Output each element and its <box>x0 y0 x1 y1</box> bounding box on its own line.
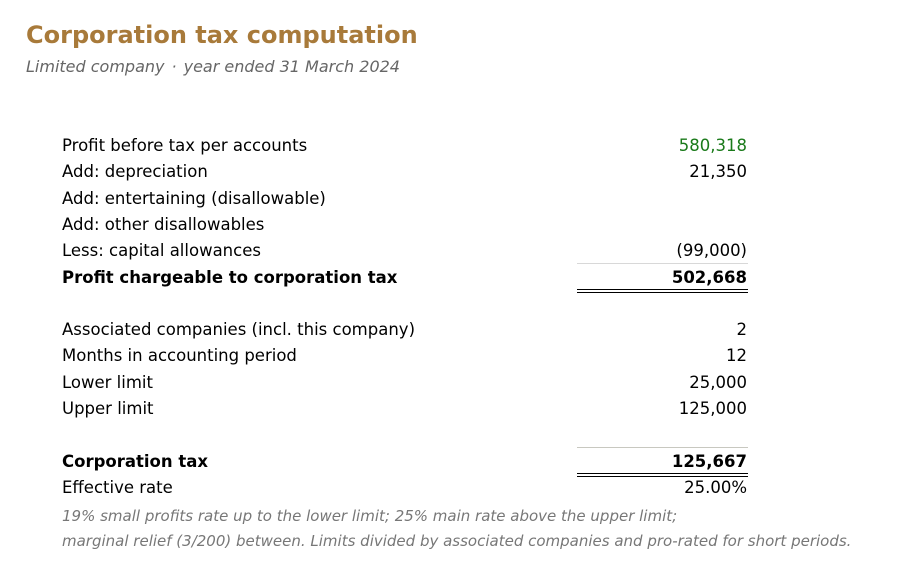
page-subtitle: Limited company · year ended 31 March 2024 <box>26 57 400 76</box>
entity-type: Limited company <box>26 57 165 76</box>
row-label: Add: depreciation <box>62 162 208 181</box>
subtitle-separator: · <box>171 57 177 76</box>
row-value: 125,667 <box>671 452 747 471</box>
page-title: Corporation tax computation <box>26 21 418 49</box>
row-value: (99,000) <box>676 241 747 260</box>
row-label: Corporation tax <box>62 452 209 471</box>
footnote-line-2: marginal relief (3/200) between. Limits … <box>62 532 852 550</box>
limits-row-associated-companies: Associated companies (incl. this company… <box>62 317 748 343</box>
row-label: Less: capital allowances <box>62 241 261 260</box>
row-value: 125,000 <box>678 399 747 418</box>
row-value: 502,668 <box>671 268 747 287</box>
limits-row-months: Months in accounting period 12 <box>62 343 748 369</box>
total-double-rule <box>577 289 748 293</box>
row-label: Months in accounting period <box>62 346 297 365</box>
computation-row-capital-allowances: Less: capital allowances (99,000) <box>62 238 748 264</box>
row-label: Add: entertaining (disallowable) <box>62 189 326 208</box>
row-label: Profit chargeable to corporation tax <box>62 268 398 287</box>
row-value: 21,350 <box>689 162 747 181</box>
computation-row-depreciation: Add: depreciation 21,350 <box>62 159 748 185</box>
footnote-line-1: 19% small profits rate up to the lower l… <box>62 507 678 525</box>
limits-row-upper-limit: Upper limit 125,000 <box>62 396 748 422</box>
row-value: 25.00% <box>684 478 747 497</box>
row-label: Lower limit <box>62 373 153 392</box>
row-label: Upper limit <box>62 399 154 418</box>
tax-rule <box>577 447 748 448</box>
subtotal-rule <box>577 263 748 264</box>
period-label: year ended 31 March 2024 <box>183 57 400 76</box>
row-label: Profit before tax per accounts <box>62 136 308 155</box>
row-value: 2 <box>736 320 748 339</box>
row-value: 12 <box>726 346 747 365</box>
row-label: Effective rate <box>62 478 173 497</box>
corporation-tax-row: Corporation tax 125,667 <box>62 449 748 475</box>
computation-total-row: Profit chargeable to corporation tax 502… <box>62 265 748 291</box>
computation-row-profit-before-tax: Profit before tax per accounts 580,318 <box>62 133 748 159</box>
row-label: Associated companies (incl. this company… <box>62 320 416 339</box>
row-label: Add: other disallowables <box>62 215 265 234</box>
limits-row-lower-limit: Lower limit 25,000 <box>62 370 748 396</box>
row-value: 25,000 <box>689 373 747 392</box>
tax-double-rule <box>577 473 748 477</box>
effective-rate-row: Effective rate 25.00% <box>62 475 748 501</box>
computation-row-other-disallowables: Add: other disallowables <box>62 212 748 238</box>
computation-row-entertaining: Add: entertaining (disallowable) <box>62 186 748 212</box>
row-value: 580,318 <box>678 136 747 155</box>
